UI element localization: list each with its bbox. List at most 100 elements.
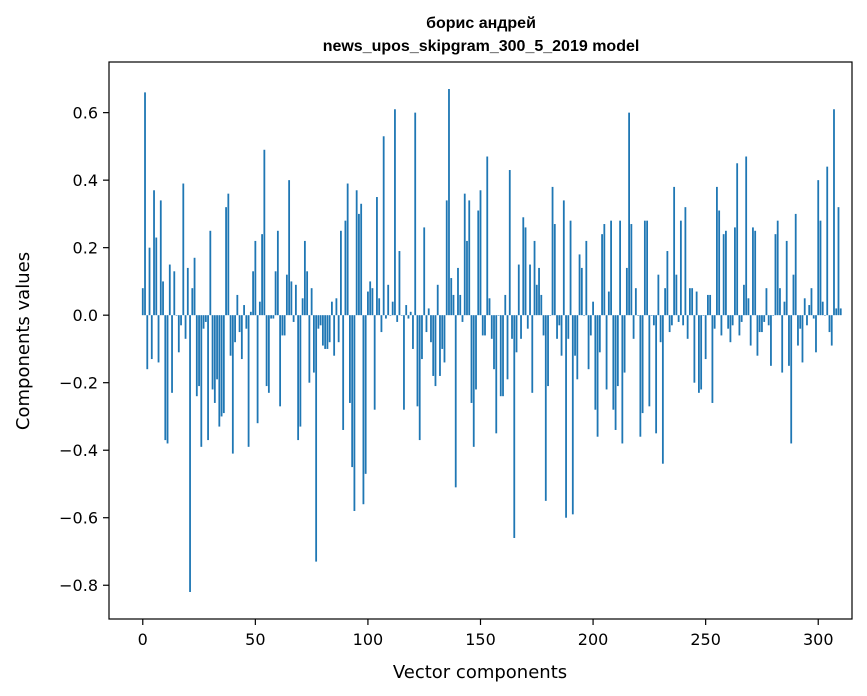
x-tick-label: 150 [465,630,496,649]
bar [400,315,403,316]
bar [297,315,300,441]
bar [605,315,608,390]
bar [752,227,754,316]
bar [180,315,182,326]
bar [448,89,450,316]
bar [758,315,761,333]
bar [189,315,191,592]
bar [835,308,838,316]
bar [376,197,378,316]
bar [578,254,581,316]
bar [256,315,259,424]
bar [821,301,824,316]
bar [382,136,385,316]
bar [481,315,484,336]
bar [159,200,162,316]
bar [168,264,171,316]
bar [220,315,223,417]
bar [385,315,387,319]
bar [283,315,286,336]
bar [200,315,203,447]
bar [515,315,518,353]
bar [285,274,288,316]
bar [517,264,520,316]
bar [677,315,680,322]
bar [547,315,549,387]
bar [229,315,232,356]
bar [391,301,394,316]
bar [470,315,473,403]
bar [279,315,282,407]
bar [315,315,318,562]
bar [173,271,176,316]
bar [378,298,381,316]
bar [459,294,462,316]
bar [659,315,662,343]
bar [184,315,187,339]
bar [346,183,349,316]
bar [628,112,630,316]
bar [236,294,239,316]
bar [688,288,691,316]
bar [171,315,173,393]
bar [412,315,414,349]
bar [718,210,721,316]
bar [538,267,540,316]
bar [463,193,466,316]
bar [646,220,649,316]
bar [436,284,439,316]
bar [779,288,781,316]
bar [497,315,500,316]
chart-title: борис андрей [426,15,536,32]
bar [207,315,209,441]
bar [702,315,705,316]
x-tick-label: 300 [803,630,834,649]
bar [731,315,734,326]
bar [788,315,790,366]
y-tick-label: 0.6 [73,104,98,123]
bar [792,274,795,316]
bar [445,200,448,316]
bar [430,315,432,343]
bar [826,166,829,316]
bar [698,315,700,393]
bar [720,315,723,336]
bar [657,274,660,316]
x-tick-label: 0 [138,630,148,649]
bar [634,288,637,316]
bar [839,308,842,316]
bar [499,315,502,397]
bar [371,288,374,316]
bar [607,291,610,316]
bar [461,315,464,322]
bar [571,315,574,515]
bar [704,315,707,360]
bar [281,315,284,336]
bar [693,315,696,383]
bar [337,315,340,343]
y-tick-label: −0.4 [59,441,98,460]
chart-subtitle: news_upos_skipgram_300_5_2019 model [323,38,640,55]
bar [637,315,640,316]
bar [202,315,205,329]
bar [452,294,455,316]
bar [734,227,736,316]
bar [387,284,390,316]
bar [765,288,768,316]
bar [265,315,268,387]
bar [477,210,480,316]
bar [344,220,347,316]
bars-group [141,89,842,592]
bar [198,315,200,387]
bar [815,315,817,353]
bar [319,315,322,326]
bar [524,227,527,316]
bar [610,220,612,316]
bar [612,315,615,410]
y-tick-label: 0.0 [73,306,98,325]
bar [830,315,833,346]
bar [670,315,673,326]
bar [621,315,624,444]
bar [326,315,329,349]
